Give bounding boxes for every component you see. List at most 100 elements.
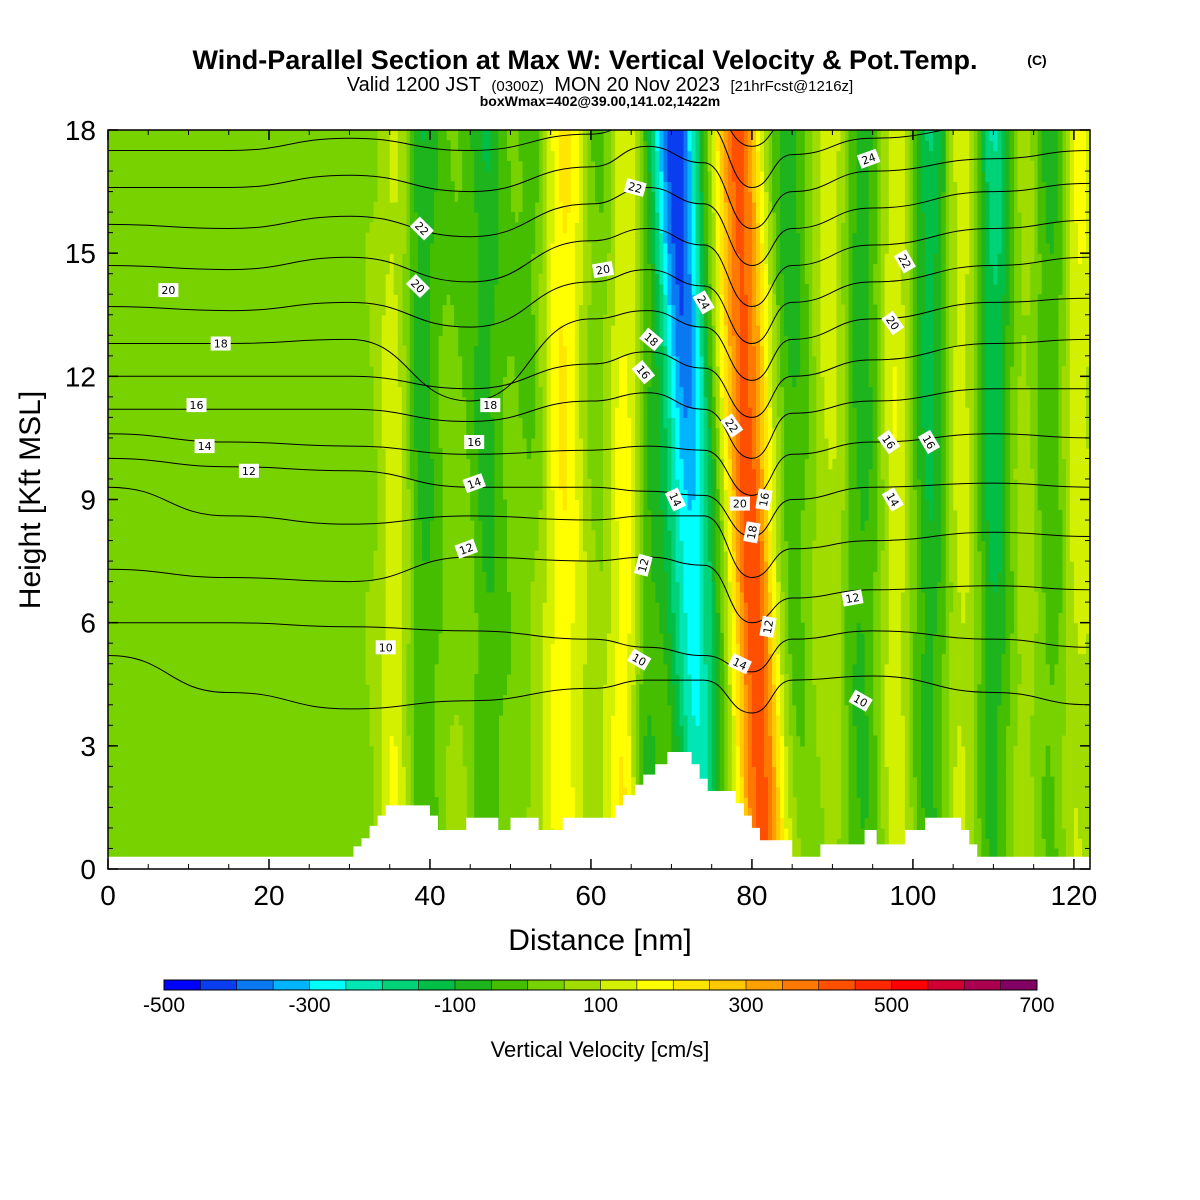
field-cell [1053,612,1059,624]
field-cell [880,715,886,726]
field-cell [977,807,982,819]
field-cell [949,756,954,767]
field-cell [816,602,821,613]
field-cell [888,735,894,747]
field-cell [385,715,391,726]
field-cell [425,715,431,726]
field-cell [832,674,838,685]
field-cell [751,684,757,696]
field-cell [993,848,999,860]
field-cell [949,622,954,634]
field-cell [482,797,487,809]
field-cell [719,663,725,675]
field-cell [679,571,685,583]
field-cell [430,807,435,819]
field-cell [969,694,974,706]
field-cell [413,756,419,767]
field-cell [703,643,709,655]
field-cell [864,602,870,613]
field-cell [892,776,898,788]
field-cell [1077,591,1083,603]
field-cell [1069,725,1075,737]
field-cell [631,520,636,531]
field-cell [1045,550,1051,562]
field-cell [643,704,648,716]
field-cell [764,725,769,737]
field-cell [494,766,500,778]
field-cell [1017,694,1023,706]
field-cell [760,786,765,798]
field-cell [623,622,628,634]
field-cell [659,612,665,624]
field-cell [856,663,862,675]
field-cell [784,786,789,798]
field-cell [937,550,942,562]
field-cell [695,550,701,562]
field-cell [788,509,793,521]
field-cell [365,632,371,644]
field-cell [570,725,576,737]
field-cell [925,571,930,583]
field-cell [554,653,560,665]
field-cell [687,684,693,696]
field-cell [981,520,986,531]
field-cell [679,550,685,562]
field-cell [739,561,745,572]
field-cell [603,499,608,511]
field-cell [603,776,608,788]
field-cell [494,786,500,798]
field-cell [482,571,487,583]
field-cell [848,674,854,685]
field-cell [880,602,886,613]
field-cell [482,499,487,511]
field-cell [957,550,962,562]
field-cell [1017,684,1023,696]
field-cell [538,745,544,757]
field-cell [735,776,741,788]
field-cell [776,756,781,767]
field-cell [719,745,725,757]
field-cell [916,807,922,819]
field-cell [558,581,564,593]
field-cell [643,684,648,696]
field-cell [768,632,773,644]
field-cell [949,520,954,531]
field-cell [900,807,906,819]
field-cell [607,735,612,747]
field-cell [1045,571,1051,583]
field-cell [393,766,399,778]
field-cell [989,694,995,706]
field-cell [691,602,697,613]
field-cell [884,786,890,798]
field-cell [949,561,954,572]
field-cell [864,520,870,531]
field-cell [727,612,733,624]
field-cell [824,612,830,624]
field-cell [586,694,592,706]
field-cell [900,581,906,593]
field-cell [852,643,858,655]
field-cell [912,735,918,747]
field-cell [425,520,431,531]
field-cell [864,561,870,572]
field-cell [438,540,443,552]
field-cell [430,766,435,778]
field-cell [595,653,600,665]
field-cell [619,509,624,521]
field-cell [699,550,705,562]
field-cell [993,827,999,839]
field-cell [1061,766,1067,778]
field-cell [743,797,749,809]
field-cell [997,715,1003,726]
field-cell [542,694,548,706]
field-cell [582,725,588,737]
field-cell [929,581,934,593]
field-cell [623,735,628,747]
field-cell [675,550,681,562]
field-cell [989,612,995,624]
field-cell [570,561,576,572]
field-cell [916,725,922,737]
field-cell [558,817,564,829]
field-cell [848,509,854,521]
field-cell [977,715,982,726]
